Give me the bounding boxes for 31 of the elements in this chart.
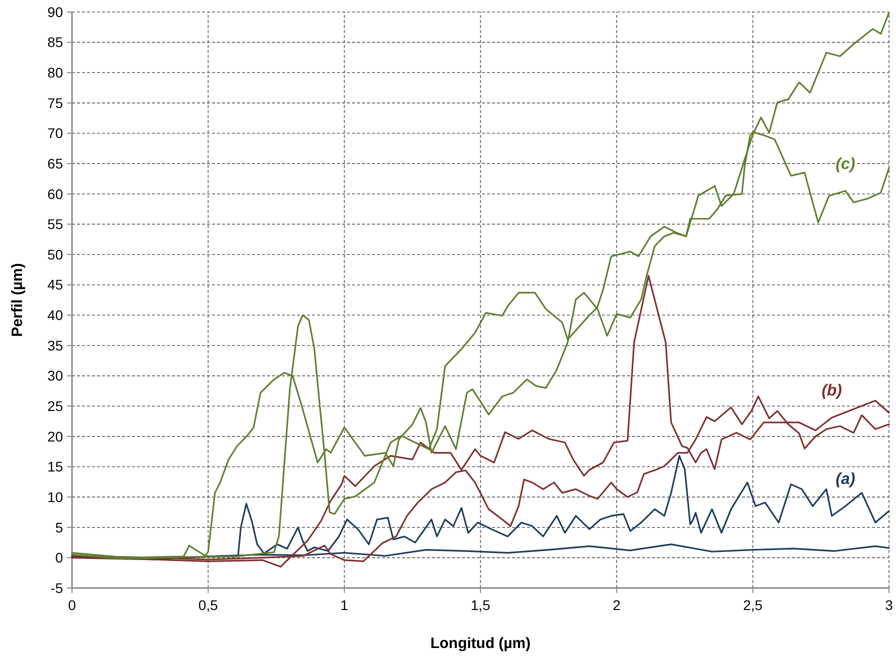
x-tick-label: 1 [340,597,348,613]
y-tick-label: 30 [47,368,64,384]
x-tick-label: 0,5 [198,597,218,613]
x-tick-label: 1,5 [470,597,490,613]
y-tick-label: 50 [47,246,64,262]
x-tick-label: 0 [68,597,76,613]
y-tick-label: -5 [50,580,64,596]
y-tick-label: 90 [47,4,64,20]
y-tick-label: 20 [47,428,64,444]
y-tick-label: 70 [47,125,64,142]
x-tick-label: 3 [885,597,894,613]
x-tick-label: 2 [612,597,621,613]
y-tick-label: 80 [47,64,64,81]
series-label: (a) [836,471,856,488]
y-tick-label: 60 [47,186,64,202]
y-tick-label: 55 [47,216,64,232]
y-tick-label: 45 [47,276,64,293]
y-tick-label: 0 [55,550,64,566]
x-axis-title: Longitud (µm) [430,635,531,652]
y-tick-label: 5 [55,519,64,536]
x-tick-label: 2,5 [743,597,763,613]
y-tick-label: 85 [47,34,64,50]
y-tick-label: 75 [47,94,64,111]
y-axis-title: Perfil (µm) [9,263,26,337]
y-tick-label: 65 [47,155,64,172]
y-tick-label: 25 [47,398,64,414]
y-tick-label: 40 [47,307,64,324]
series-label: (b) [822,382,842,400]
y-tick-label: 10 [47,488,64,505]
y-tick-label: 15 [47,458,64,475]
y-tick-label: 35 [47,337,64,354]
